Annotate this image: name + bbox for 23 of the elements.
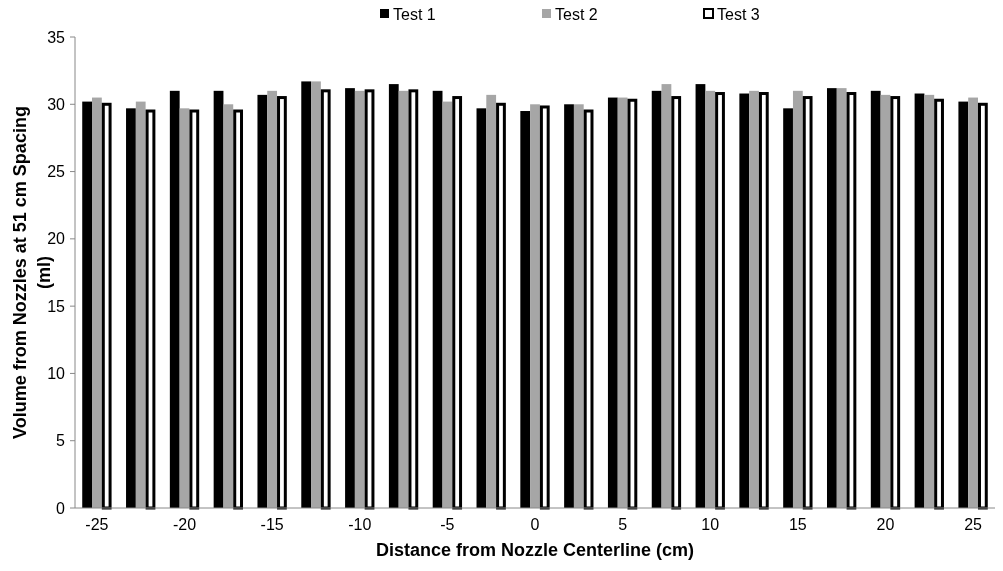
x-tick-label: 25	[964, 516, 983, 533]
y-tick-label: 10	[47, 365, 66, 383]
y-tick-label: 0	[56, 499, 66, 517]
x-tick-label: -5	[440, 516, 455, 533]
x-tick-label: 0	[530, 516, 540, 533]
y-tick-label: 15	[47, 297, 66, 315]
y-tick-label: 30	[47, 95, 66, 113]
legend-label: Test 2	[555, 5, 598, 23]
x-axis-title: Distance from Nozzle Centerline (cm)	[375, 540, 695, 560]
x-tick-label: -10	[348, 516, 372, 533]
y-tick-label: 20	[47, 230, 66, 248]
x-tick-label: 10	[701, 516, 720, 533]
legend-label: Test 1	[393, 5, 436, 23]
x-tick-label: 5	[618, 516, 628, 533]
x-tick-label: -15	[260, 516, 284, 533]
y-tick-label: 25	[47, 163, 66, 181]
x-tick-label: 20	[876, 516, 895, 533]
legend-label: Test 3	[717, 5, 760, 23]
x-tick-label: 15	[788, 516, 807, 533]
x-tick-label: -20	[172, 516, 197, 533]
y-tick-label: 5	[56, 432, 66, 450]
y-tick-label: 35	[47, 28, 66, 46]
x-tick-label: -25	[85, 516, 109, 533]
